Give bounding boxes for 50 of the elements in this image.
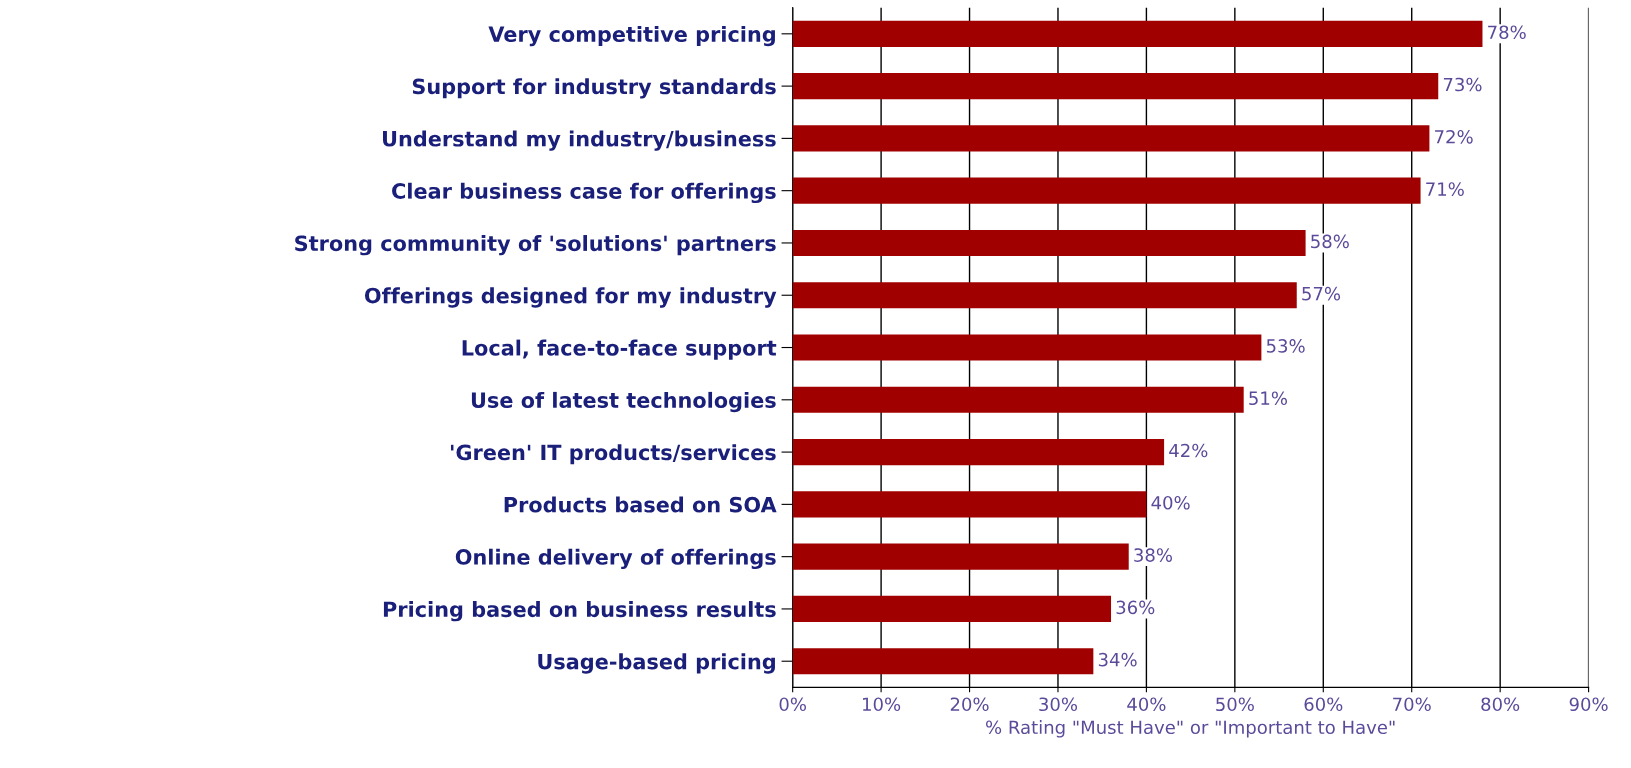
data-label: 71% bbox=[1426, 182, 1464, 196]
x-tick-label: 80% bbox=[1481, 697, 1520, 712]
y-tick-label: Strong community of 'solutions' partners bbox=[295, 235, 776, 256]
bar bbox=[792, 648, 1094, 675]
x-tick-label: 20% bbox=[950, 697, 989, 712]
bar bbox=[792, 229, 1306, 257]
y-tick-label: Local, face-to-face support bbox=[462, 339, 777, 360]
y-tick-label: Products based on SOA bbox=[504, 496, 777, 513]
data-label: 34% bbox=[1098, 652, 1137, 667]
data-label: 78% bbox=[1488, 25, 1526, 40]
bar bbox=[792, 73, 1439, 100]
x-tick-label: 50% bbox=[1216, 697, 1254, 712]
bar bbox=[792, 595, 1112, 623]
y-tick-label: Usage-based pricing bbox=[538, 653, 775, 674]
x-tick-label: 60% bbox=[1304, 697, 1343, 712]
y-tick-label: Understand my industry/business bbox=[383, 130, 776, 151]
x-tick-label: 70% bbox=[1393, 697, 1431, 712]
y-tick-label: Use of latest technologies bbox=[471, 391, 776, 413]
data-label: 72% bbox=[1435, 129, 1473, 144]
data-label: 38% bbox=[1134, 548, 1173, 562]
bar bbox=[792, 282, 1297, 309]
x-tick-label: 0% bbox=[779, 697, 806, 712]
bar bbox=[792, 439, 1165, 466]
x-tick-label: 30% bbox=[1039, 697, 1078, 712]
y-tick-label: 'Green' IT products/services bbox=[451, 444, 776, 465]
y-tick-label: Very competitive pricing bbox=[488, 25, 775, 47]
data-label: 57% bbox=[1302, 286, 1341, 301]
data-label: 36% bbox=[1116, 600, 1155, 615]
data-label: 58% bbox=[1311, 234, 1349, 249]
x-tick-label: 10% bbox=[863, 697, 901, 712]
bar bbox=[792, 20, 1483, 47]
data-label: 42% bbox=[1169, 443, 1208, 458]
bar bbox=[792, 177, 1421, 204]
data-label: 53% bbox=[1266, 339, 1305, 353]
bar bbox=[792, 125, 1430, 152]
bar bbox=[792, 334, 1262, 361]
data-label: 51% bbox=[1249, 391, 1287, 406]
bar bbox=[792, 543, 1129, 570]
data-label: 73% bbox=[1443, 77, 1482, 92]
bar bbox=[792, 386, 1244, 413]
x-axis-title: % Rating "Must Have" or "Important to Have" bbox=[986, 720, 1395, 738]
y-tick-label: Pricing based on business results bbox=[383, 601, 776, 622]
y-tick-label: Clear business case for offerings bbox=[392, 182, 776, 204]
y-tick-label: Support for industry standards bbox=[412, 78, 776, 99]
x-tick-label: 40% bbox=[1127, 697, 1166, 712]
y-tick-label: Offerings designed for my industry bbox=[364, 287, 777, 308]
x-tick-label: 90% bbox=[1569, 697, 1608, 712]
bar bbox=[792, 491, 1147, 518]
data-label: 40% bbox=[1151, 495, 1190, 510]
y-tick-label: Online delivery of offerings bbox=[455, 548, 776, 570]
